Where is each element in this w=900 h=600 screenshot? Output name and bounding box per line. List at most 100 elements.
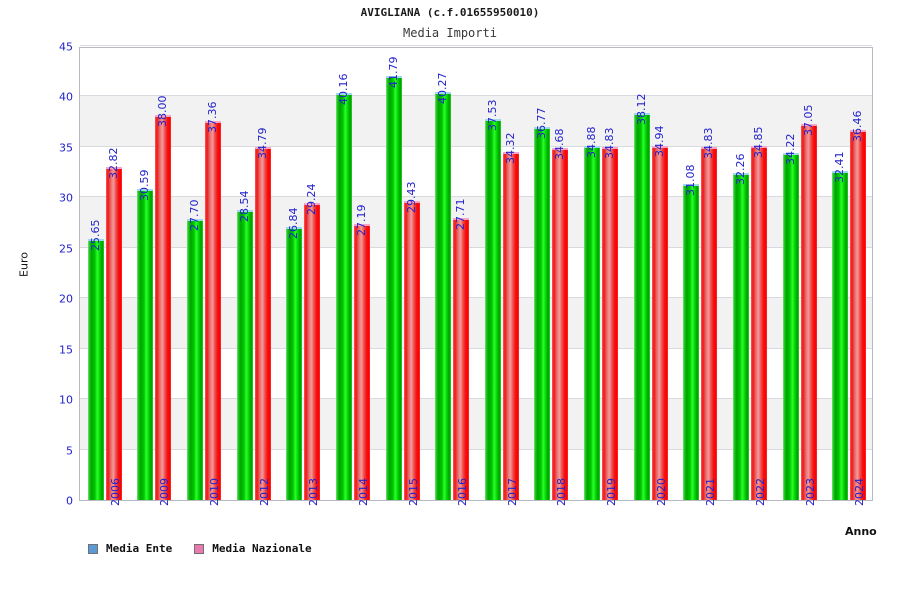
bar[interactable]: [832, 171, 849, 500]
bar-value-label: 29.24: [305, 183, 319, 216]
bar[interactable]: [286, 227, 303, 500]
bar[interactable]: [335, 92, 352, 500]
bar-value-label: 38.00: [156, 95, 170, 127]
x-axis-tick-label: 2012: [257, 478, 271, 506]
y-axis-tick-label: 15: [59, 343, 73, 357]
legend-swatch-icon: [88, 543, 98, 554]
bar[interactable]: [205, 121, 222, 500]
bar-value-label: 27.71: [454, 198, 468, 231]
x-axis-tick-label: 2022: [753, 478, 767, 506]
gridline: [80, 95, 872, 97]
gridline: [80, 145, 872, 147]
bar-value-label: 37.05: [801, 104, 815, 137]
legend-label: Media Ente: [106, 542, 173, 555]
bar-value-label: 36.46: [851, 110, 865, 143]
bar[interactable]: [701, 146, 718, 500]
x-axis-title: Anno: [845, 525, 877, 538]
bar[interactable]: [236, 210, 253, 500]
y-axis-tick-label: 40: [59, 90, 73, 104]
bar[interactable]: [850, 130, 867, 500]
bar[interactable]: [137, 189, 154, 500]
legend-item[interactable]: Media Ente: [88, 542, 172, 555]
bar-value-label: 37.53: [485, 99, 499, 132]
bar[interactable]: [732, 172, 749, 500]
y-axis-tick-label: 30: [59, 191, 73, 205]
bar[interactable]: [254, 147, 271, 500]
y-axis-tick-label: 35: [59, 141, 73, 155]
bar-value-label: 40.16: [336, 73, 350, 105]
x-axis-tick-label: 2024: [853, 478, 867, 506]
bar[interactable]: [155, 114, 172, 500]
y-axis-tick-label: 0: [66, 494, 73, 508]
bar-value-label: 32.82: [106, 147, 120, 179]
gridline: [80, 45, 872, 46]
legend-label: Media Nazionale: [212, 542, 312, 555]
bar-value-label: 34.83: [603, 127, 617, 159]
bar[interactable]: [187, 218, 204, 500]
y-axis-tick-label: 20: [59, 292, 73, 306]
bar[interactable]: [800, 124, 817, 500]
bar[interactable]: [87, 239, 104, 500]
bar[interactable]: [353, 223, 370, 500]
bar-value-label: 27.70: [188, 199, 202, 231]
bar[interactable]: [435, 91, 452, 500]
bar[interactable]: [105, 166, 122, 500]
x-axis-tick-label: 2018: [555, 478, 569, 506]
bar[interactable]: [403, 201, 420, 500]
bar[interactable]: [584, 146, 601, 500]
bar-value-label: 34.32: [503, 132, 517, 164]
legend-item[interactable]: Media Nazionale: [194, 542, 312, 555]
bar-value-label: 34.68: [553, 128, 567, 161]
x-axis-tick-label: 2019: [605, 478, 619, 506]
bar[interactable]: [602, 146, 619, 500]
bar-value-label: 32.26: [733, 153, 747, 185]
bar-value-label: 26.84: [287, 207, 301, 240]
bar[interactable]: [633, 113, 650, 500]
gridline: [80, 196, 872, 198]
bar[interactable]: [304, 203, 321, 500]
gridline: [80, 246, 872, 248]
bar-value-label: 28.54: [237, 190, 251, 223]
x-axis-tick-label: 2015: [406, 478, 420, 506]
bar-value-label: 41.79: [386, 56, 400, 89]
bar[interactable]: [453, 218, 470, 500]
bar[interactable]: [651, 145, 668, 500]
chart-legend: Media Ente Media Nazionale: [88, 542, 312, 555]
chart-subtitle: Media Importi: [403, 26, 497, 40]
x-axis-tick-label: 2006: [108, 478, 122, 506]
bar-value-label: 34.88: [585, 126, 599, 159]
y-axis-tick-label: 45: [59, 40, 73, 54]
plot-area: 25.65 32.82 30.59 38.00 27.70 37.36 28.54 34.79…: [79, 45, 873, 501]
x-axis-tick-label: 2010: [208, 478, 222, 506]
bar[interactable]: [683, 184, 700, 500]
bar-value-label: 34.94: [652, 125, 666, 158]
bar-value-label: 30.59: [138, 169, 152, 202]
bar[interactable]: [385, 76, 402, 500]
y-axis-tick-label: 25: [59, 242, 73, 256]
bar-value-label: 29.43: [404, 181, 418, 214]
x-axis-tick-label: 2009: [158, 478, 172, 506]
bar-value-label: 34.83: [702, 127, 716, 159]
x-axis-tick-label: 2023: [803, 478, 817, 506]
bar-value-label: 32.41: [833, 151, 847, 184]
x-axis-tick-label: 2014: [356, 478, 370, 506]
bar-value-label: 37.36: [206, 101, 220, 134]
gridline: [80, 297, 872, 299]
bar[interactable]: [502, 151, 519, 500]
bar-value-label: 34.79: [255, 127, 269, 160]
y-axis-tick-label: 10: [59, 393, 73, 407]
bar-value-label: 34.85: [751, 126, 765, 159]
bar-value-label: 38.12: [634, 93, 648, 126]
bar[interactable]: [534, 127, 551, 500]
bar-value-label: 27.19: [354, 204, 368, 236]
bar-value-label: 34.22: [783, 133, 797, 165]
bar[interactable]: [484, 119, 501, 500]
bar[interactable]: [750, 146, 767, 500]
x-axis-tick-label: 2013: [307, 478, 321, 506]
bar[interactable]: [782, 152, 799, 500]
gridline: [80, 398, 872, 400]
bar-value-label: 25.65: [88, 219, 102, 252]
x-axis-tick-label: 2017: [505, 478, 519, 506]
bar[interactable]: [552, 148, 569, 500]
